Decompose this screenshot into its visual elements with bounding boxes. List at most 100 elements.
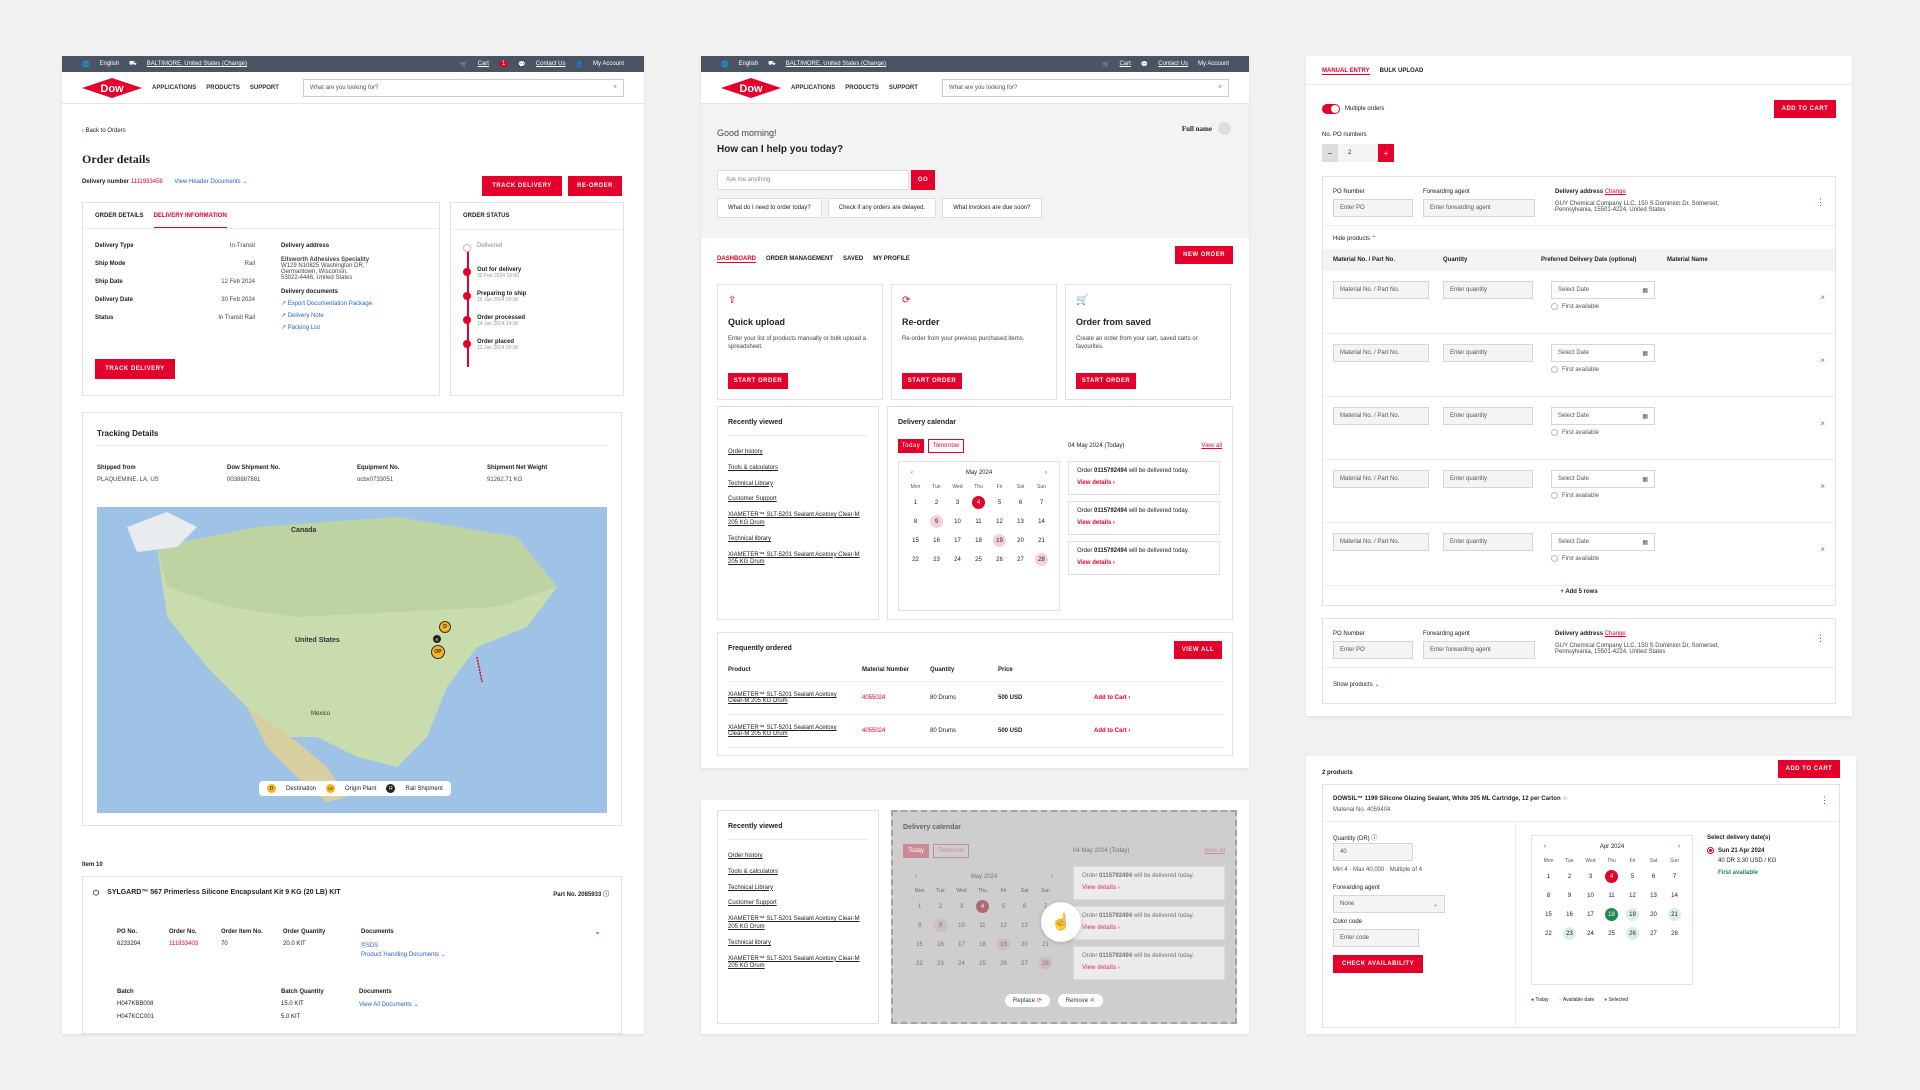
calendar-day[interactable]: 10 (958, 922, 965, 929)
recent-link[interactable]: XIAMETER™ SLT-5201 Sealant Acetoxy Clear… (728, 955, 860, 970)
new-order-button[interactable]: NEW ORDER (1175, 246, 1233, 264)
hand-touch-icon[interactable]: ☝ (1041, 902, 1081, 942)
sds-link[interactable]: 🗎SDS (361, 943, 379, 949)
calendar-day[interactable]: 28 (1671, 930, 1678, 937)
calendar-day[interactable]: 19 (997, 938, 1010, 951)
ask-input[interactable]: Ask me anything (717, 170, 909, 190)
selected-date-option[interactable]: Sun 21 Apr 2024 40 DR 3.30 USD / KG Firs… (1707, 847, 1776, 876)
search-icon[interactable]: ⌕ (613, 84, 617, 90)
calendar-day[interactable]: 26 (1000, 960, 1007, 967)
language-select[interactable]: English (99, 61, 120, 67)
tracking-map[interactable]: Canada United States Mexico D R OP D Dest… (97, 507, 607, 813)
calendar-day[interactable]: 9 (1567, 892, 1572, 899)
tab-bulk-upload[interactable]: BULK UPLOAD (1379, 68, 1424, 74)
calendar-day[interactable]: 1 (917, 903, 922, 910)
tab-delivery-information[interactable]: DELIVERY INFORMATION (153, 213, 227, 228)
destination-marker[interactable]: D (439, 621, 451, 633)
calendar-drop-zone[interactable]: Delivery calendar Today Tomorrow 04 May … (891, 810, 1237, 1024)
dow-logo[interactable]: Dow (721, 77, 781, 98)
calendar-day[interactable]: 20 (1017, 537, 1024, 544)
contact-link[interactable]: Contact Us (1158, 61, 1188, 67)
first-available-option[interactable]: First available (1551, 303, 1599, 310)
material-input[interactable]: Material No. / Part No. (1333, 407, 1429, 425)
nav-applications[interactable]: APPLICATIONS (791, 84, 836, 91)
first-available-option[interactable]: First available (1551, 492, 1599, 499)
calendar-day[interactable]: 6 (1022, 903, 1027, 910)
add-rows-button[interactable]: + Add 5 rows (1560, 589, 1598, 595)
more-options-icon[interactable]: ⋮ (1816, 633, 1825, 643)
cart-link[interactable]: Cart (477, 61, 489, 67)
calendar-day[interactable]: 16 (937, 941, 944, 948)
view-header-docs-link[interactable]: View Header Documents (174, 179, 241, 185)
order-no-link[interactable]: 111933403 (169, 941, 199, 947)
view-all-button[interactable]: VIEW ALL (1174, 641, 1222, 659)
quantity-input[interactable]: Enter quantity (1443, 407, 1533, 425)
calendar-day[interactable]: 15 (912, 537, 919, 544)
calendar-day[interactable]: 4 (972, 496, 985, 509)
view-details-link[interactable]: View details › (1082, 965, 1120, 971)
quantity-input[interactable]: Enter quantity (1443, 281, 1533, 299)
view-all-docs-link[interactable]: View All Documents ⌄ (359, 1002, 419, 1008)
calendar-day[interactable]: 25 (1608, 930, 1615, 937)
close-icon[interactable]: × (1820, 482, 1825, 491)
calendar-day[interactable]: 24 (954, 556, 961, 563)
change-address-link[interactable]: Change (1604, 631, 1626, 637)
next-month-icon[interactable]: › (1044, 470, 1047, 476)
tab-my-profile[interactable]: MY PROFILE (873, 256, 910, 262)
recent-link[interactable]: Tools & calculators (728, 868, 779, 875)
calendar-day[interactable]: 23 (1563, 927, 1576, 940)
calendar-day[interactable]: 23 (937, 960, 944, 967)
calendar-day[interactable]: 6 (1018, 499, 1023, 506)
account-menu[interactable]: My Account (592, 61, 624, 67)
origin-marker[interactable]: OP (431, 645, 445, 659)
back-link[interactable]: ‹ Back to Orders (82, 128, 126, 134)
location-link[interactable]: BALTIMORE, United States (Change) (785, 61, 886, 67)
start-order-button[interactable]: START ORDER (728, 373, 788, 389)
more-options-icon[interactable]: ⋮ (1816, 197, 1825, 207)
calendar-day[interactable]: 21 (1042, 941, 1049, 948)
material-input[interactable]: Material No. / Part No. (1333, 533, 1429, 551)
calendar-day[interactable]: 23 (933, 556, 940, 563)
globe-icon[interactable]: 🌐 (721, 61, 729, 68)
po-input[interactable]: Enter PO (1333, 199, 1413, 217)
decrement-button[interactable]: − (1322, 144, 1338, 162)
cart-link[interactable]: Cart (1119, 61, 1131, 67)
calendar-day[interactable]: 18 (979, 941, 986, 948)
recent-link[interactable]: Order history (728, 853, 763, 859)
increment-button[interactable]: + (1378, 144, 1394, 162)
nav-support[interactable]: SUPPORT (249, 84, 279, 91)
language-select[interactable]: English (738, 61, 759, 67)
close-icon[interactable]: × (1820, 356, 1825, 365)
recent-link[interactable]: Technical library (728, 939, 772, 946)
view-details-link[interactable]: View details › (1077, 520, 1115, 526)
calendar-day[interactable]: 22 (912, 556, 919, 563)
recent-link[interactable]: Tools & calculators (728, 464, 779, 471)
calendar-day[interactable]: 12 (1629, 892, 1636, 899)
date-picker[interactable]: Select Date ▦ (1551, 281, 1655, 299)
calendar-day[interactable]: 5 (997, 499, 1002, 506)
recent-link[interactable]: XIAMETER™ SLT-5201 Sealant Acetoxy Clear… (728, 916, 860, 930)
change-address-link[interactable]: Change (1604, 189, 1626, 195)
close-icon[interactable]: × (1820, 419, 1825, 428)
calendar-day[interactable]: 1 (913, 499, 918, 506)
chip[interactable]: What do I need to order today? (717, 198, 822, 218)
calendar-day[interactable]: 8 (1546, 892, 1551, 899)
calendar-day[interactable]: 26 (996, 556, 1003, 563)
chip[interactable]: Check if any orders are delayed. (827, 198, 937, 218)
tab-saved[interactable]: SAVED (843, 256, 864, 262)
recent-link[interactable]: XIAMETER™ SLT-5201 Sealant Acetoxy Clear… (728, 512, 860, 526)
view-details-link[interactable]: View details › (1077, 560, 1115, 566)
info-icon[interactable]: ⓘ (1371, 836, 1378, 842)
date-picker[interactable]: Select Date ▦ (1551, 407, 1655, 425)
calendar-day[interactable]: 18 (1605, 908, 1618, 921)
calendar-day[interactable]: 14 (1038, 518, 1045, 525)
avatar[interactable] (1218, 122, 1231, 135)
rail-marker[interactable]: R (433, 635, 441, 643)
prev-month-icon[interactable]: ‹ (1544, 844, 1546, 850)
calendar-day[interactable]: 24 (958, 960, 965, 967)
contact-link[interactable]: Contact Us (535, 61, 566, 67)
nav-applications[interactable]: APPLICATIONS (152, 84, 197, 91)
close-icon[interactable]: × (1820, 293, 1825, 302)
calendar-day[interactable]: 27 (1017, 556, 1024, 563)
calendar-day[interactable]: 3 (1588, 873, 1593, 880)
